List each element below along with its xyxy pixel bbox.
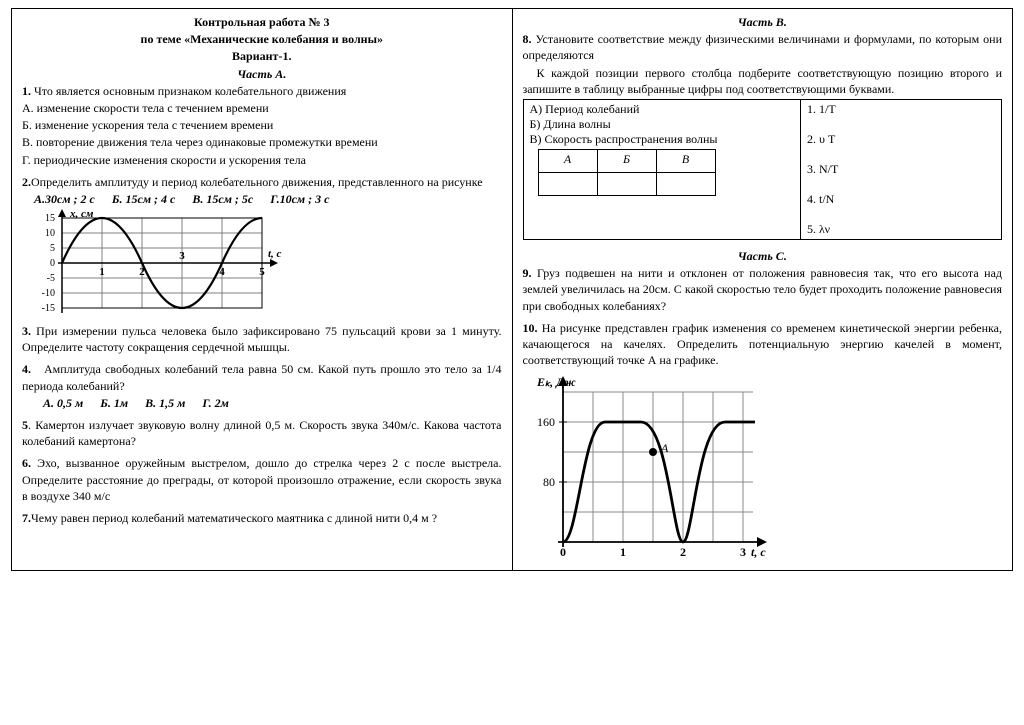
part-b-heading: Часть В. — [523, 14, 1003, 30]
q1-opt-c: В. повторение движения тела через одинак… — [22, 134, 502, 150]
q7: 7.Чему равен период колебаний математиче… — [22, 510, 502, 526]
q2: 2.Определить амплитуду и период колебате… — [22, 174, 502, 190]
q5-text: . Камертон излучает звуковую волну длино… — [22, 418, 502, 448]
q2-opt-c: В. 15см ; 5с — [192, 192, 253, 206]
q3-num: 3. — [22, 324, 31, 338]
svg-text:10: 10 — [45, 228, 55, 239]
title-2: по теме «Механические колебания и волны» — [22, 31, 502, 47]
q1: 1. Что является основным признаком колеб… — [22, 83, 502, 99]
match-c: В) Скорость распространения волны — [530, 132, 718, 146]
q1-opt-d: Г. периодические изменения скорости и ус… — [22, 152, 502, 168]
svg-text:2: 2 — [139, 266, 145, 278]
q4-text: Амплитуда свободных колебаний тела равна… — [22, 362, 502, 392]
match-b: Б) Длина волны — [530, 117, 611, 131]
mini-a: А — [538, 149, 597, 172]
worksheet-page: Контрольная работа № 3 по теме «Механиче… — [11, 8, 1013, 571]
svg-text:5: 5 — [50, 243, 55, 254]
mini-c: В — [656, 149, 715, 172]
q4-opt-b: Б. 1м — [100, 396, 128, 410]
q5: 5. Камертон излучает звуковую волну длин… — [22, 417, 502, 449]
mini-b: Б — [597, 149, 656, 172]
svg-text:0: 0 — [50, 258, 55, 269]
svg-text:-10: -10 — [42, 288, 55, 299]
point-a — [649, 448, 657, 456]
answer-grid: А Б В — [538, 149, 716, 196]
svg-text:0: 0 — [560, 545, 566, 559]
q2-opt-d: Г.10см ; 3 с — [270, 192, 329, 206]
q2-opt-a: А.30см ; 2 с — [34, 192, 95, 206]
formula-2: 2. υ T — [807, 132, 835, 146]
chart1-ylabel: x, см — [69, 209, 94, 220]
svg-text:80: 80 — [543, 475, 555, 489]
formula-4: 4. t/N — [807, 192, 834, 206]
q4-opt-d: Г. 2м — [202, 396, 229, 410]
svg-text:-15: -15 — [42, 303, 55, 314]
q9-text: Груз подвешен на нити и отклонен от поло… — [523, 266, 1003, 312]
svg-text:1: 1 — [99, 266, 105, 278]
q1-num: 1. — [22, 84, 31, 98]
svg-text:3: 3 — [740, 545, 746, 559]
q2-opt-b: Б. 15см ; 4 с — [112, 192, 176, 206]
chart2-xlabel: t, c — [751, 545, 766, 559]
svg-text:160: 160 — [537, 415, 555, 429]
q4-opt-a: А. 0,5 м — [43, 396, 83, 410]
ans-c[interactable] — [656, 172, 715, 195]
svg-text:15: 15 — [45, 213, 55, 224]
q8: 8. Установите соответствие между физичес… — [523, 31, 1003, 63]
q4-options: А. 0,5 м Б. 1м В. 1,5 м Г. 2м — [22, 395, 502, 411]
chart2-ylabel: Eₖ, Дж — [536, 375, 576, 389]
q7-text: Чему равен период колебаний математическ… — [31, 511, 437, 525]
q3: 3. При измерении пульса человека было за… — [22, 323, 502, 355]
part-a-heading: Часть А. — [22, 66, 502, 82]
variant: Вариант-1. — [22, 48, 502, 64]
chart-q10: А 160 80 0 1 2 3 Eₖ, Дж t, c — [523, 372, 773, 562]
q6-num: 6. — [22, 456, 31, 470]
formula-3: 3. N/T — [807, 162, 838, 176]
q4-num: 4. — [22, 362, 31, 376]
match-a: А) Период колебаний — [530, 102, 640, 116]
ans-a[interactable] — [538, 172, 597, 195]
q10: 10. На рисунке представлен график измене… — [523, 320, 1003, 369]
ans-b[interactable] — [597, 172, 656, 195]
title-1: Контрольная работа № 3 — [22, 14, 502, 30]
matching-table: А) Период колебаний Б) Длина волны В) Ск… — [523, 99, 1003, 240]
q1-text: Что является основным признаком колебате… — [34, 84, 346, 98]
left-column: Контрольная работа № 3 по теме «Механиче… — [12, 9, 513, 570]
q6: 6. Эхо, вызванное оружейным выстрелом, д… — [22, 455, 502, 504]
q2-text: Определить амплитуду и период колебатель… — [31, 175, 483, 189]
svg-text:4: 4 — [219, 266, 225, 278]
q8-sub: К каждой позиции первого столбца подбери… — [523, 65, 1003, 97]
q1-opt-a: А. изменение скорости тела с течением вр… — [22, 100, 502, 116]
q4-opt-c: В. 1,5 м — [145, 396, 185, 410]
q4: 4. Амплитуда свободных колебаний тела ра… — [22, 361, 502, 393]
svg-text:-5: -5 — [47, 273, 55, 284]
part-c-heading: Часть С. — [523, 248, 1003, 264]
right-column: Часть В. 8. Установите соответствие межд… — [513, 9, 1013, 570]
svg-text:5: 5 — [259, 266, 265, 278]
q9-num: 9. — [523, 266, 532, 280]
q2-num: 2. — [22, 175, 31, 189]
svg-text:1: 1 — [620, 545, 626, 559]
formula-1: 1. 1/Т — [807, 102, 836, 116]
chart2-grid — [563, 392, 753, 542]
q8-text: Установите соответствие между физическим… — [523, 32, 1003, 62]
q3-text: При измерении пульса человека было зафик… — [22, 324, 502, 354]
q7-num: 7. — [22, 511, 31, 525]
q1-opt-b: Б. изменение ускорения тела с течением в… — [22, 117, 502, 133]
q10-num: 10. — [523, 321, 538, 335]
chart1-xlabel: t, c — [268, 248, 282, 260]
q6-text: Эхо, вызванное оружейным выстрелом, дошл… — [22, 456, 502, 502]
q2-options: А.30см ; 2 с Б. 15см ; 4 с В. 15см ; 5с … — [22, 191, 502, 207]
q8-num: 8. — [523, 32, 532, 46]
svg-text:3: 3 — [179, 250, 185, 262]
point-a-label: А — [660, 441, 669, 455]
formula-5: 5. λν — [807, 222, 830, 236]
q10-text: На рисунке представлен график изменения … — [523, 321, 1003, 367]
q9: 9. Груз подвешен на нити и отклонен от п… — [523, 265, 1003, 314]
chart-q2: 15 10 5 0 -5 -10 -15 1 2 3 4 5 x, см t, … — [22, 209, 282, 317]
svg-text:2: 2 — [680, 545, 686, 559]
